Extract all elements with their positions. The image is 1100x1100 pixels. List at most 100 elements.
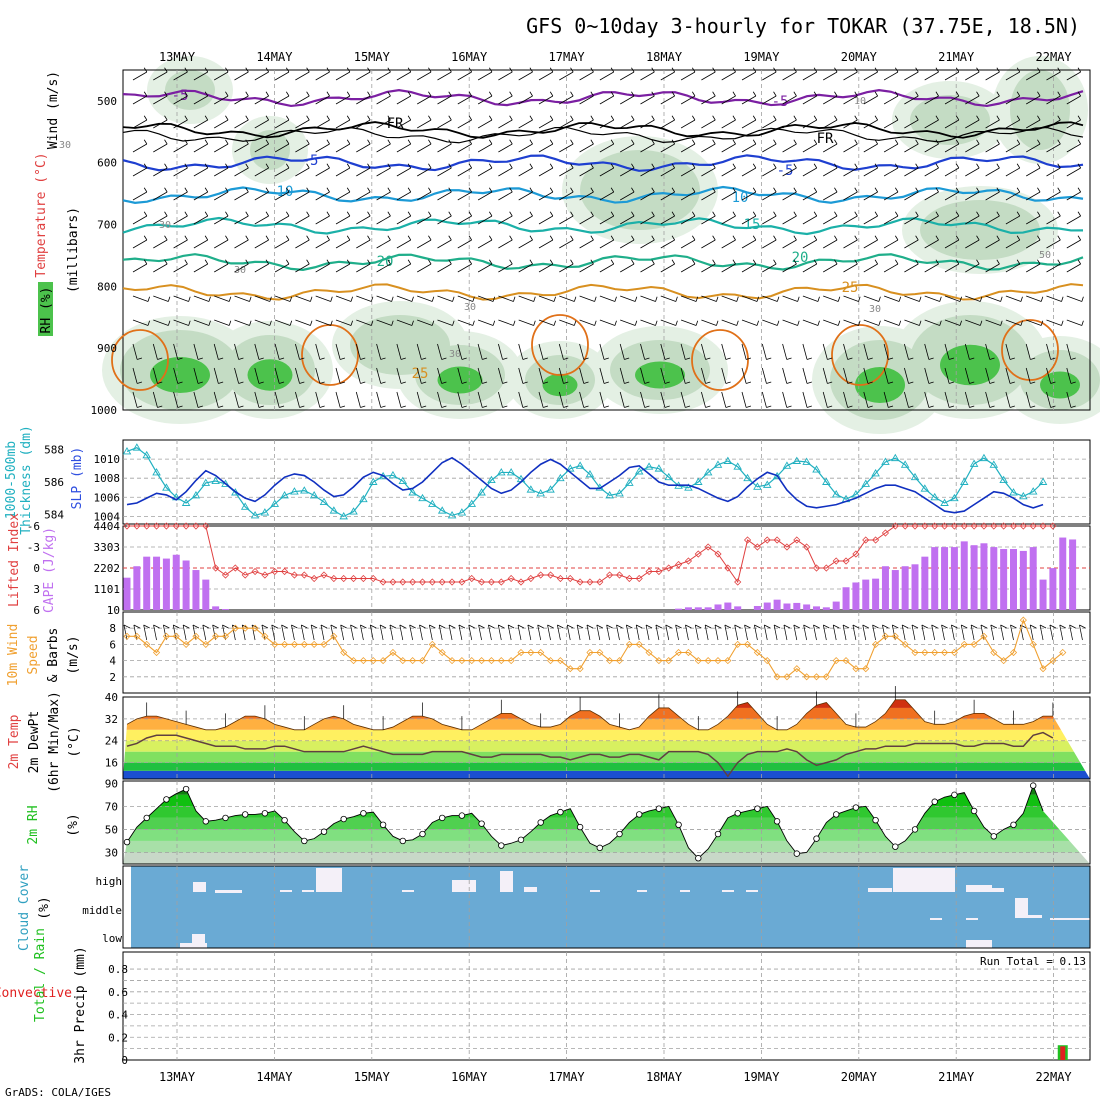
wind-barb [862,624,869,629]
wind-barb [204,235,209,241]
wind-barb [640,215,655,225]
wind-barb [651,115,655,121]
wind-barb [173,319,189,326]
wind-barb [823,71,838,81]
credit-label: GrADS: COLA/IGES [5,1086,111,1099]
wind-barb [773,624,781,629]
wind-barb [823,624,830,629]
wind-barb [843,215,858,225]
thickness-tick: 586 [44,476,64,489]
wind-speed-marker [743,640,752,648]
cloud-block [893,868,955,892]
wind-barb [935,67,939,73]
rh-band [123,785,1090,795]
wind-barb [660,319,676,326]
lifted-index-marker [1019,522,1027,530]
wind-barb [285,163,290,169]
wind-barb [616,624,620,641]
slp-marker [664,472,674,481]
slp-marker [309,490,319,499]
wind-barb [701,167,716,177]
wind-barb [387,139,391,145]
wind-speed-marker [399,657,407,665]
wind-barb [680,71,696,81]
wind-barb [1025,263,1041,273]
wind-barb [225,187,229,193]
wind-barb [533,296,536,302]
wind-barb [559,95,574,105]
wind-axis-label-3: & Barbs [46,628,61,683]
wind-barb [640,119,655,129]
wind-barb [517,624,522,641]
lifted-index-marker [527,574,535,583]
wind-barb [823,319,839,326]
wind-barb [1077,187,1081,193]
wind-barb [594,320,597,326]
wind-speed-marker [1009,648,1018,657]
wind-barb [712,163,716,169]
wind-speed-marker [872,640,880,648]
wind-barb [411,320,414,326]
wind-barb [651,163,655,169]
wind-barb [834,91,838,97]
wind-barb [721,295,737,302]
wind-barb [680,263,696,273]
wind-barb [319,381,325,384]
rh-contour-70 [542,373,578,397]
wind-barb [776,320,780,326]
wind-barb [802,71,817,81]
wind-barb [782,167,797,177]
wind-barb [712,139,716,145]
lifted-index-marker [960,522,968,530]
wind-speed-marker [576,665,584,673]
wind-barb [976,235,980,241]
wind-barb [399,624,406,629]
wind-barb [1005,167,1020,177]
wind-speed-marker [803,673,811,681]
wind-barb [153,95,168,105]
lifted-index-marker [921,522,929,530]
wind-barb [858,296,861,302]
wind-barb [867,381,873,384]
rh-marker [813,835,820,842]
wind-barb [421,357,427,360]
slp-marker [290,487,299,495]
wind-barb [355,343,361,360]
wind-barb [626,624,630,641]
wind-barb [340,357,346,360]
wind-speed-marker [911,648,919,657]
cloud-block [1015,898,1028,918]
wind-barb [1057,115,1061,121]
wind-barb [782,367,788,384]
wind-barb [823,239,838,249]
wind-barb [261,624,269,629]
precip-tick: 0 [121,1054,128,1067]
wind-barb [315,95,330,105]
cloud-block [1028,915,1042,918]
wind-barb [776,296,780,302]
wind-barb [1039,624,1047,629]
wind-barb [1037,187,1041,193]
rh-tick: 30 [105,846,118,859]
wind-barb [882,624,889,629]
wind-speed-marker [389,648,397,657]
lifted-index-marker [990,522,998,530]
wind-barb [457,263,472,273]
wind-barb [448,67,452,73]
temp-band [123,762,1090,771]
wind-barb [428,139,432,145]
date-label-top: 16MAY [451,50,488,64]
wind-barb [164,187,168,193]
wind-barb [326,91,330,97]
wind-barb [843,119,858,129]
wind-barb [665,624,672,629]
wind-barb [437,167,452,177]
wind-barb [132,343,138,360]
wind-barb [813,67,818,73]
temperature-contour [122,154,1084,172]
wind-barb [538,119,554,129]
wind-barb [651,91,655,97]
wind-barb [202,624,207,641]
